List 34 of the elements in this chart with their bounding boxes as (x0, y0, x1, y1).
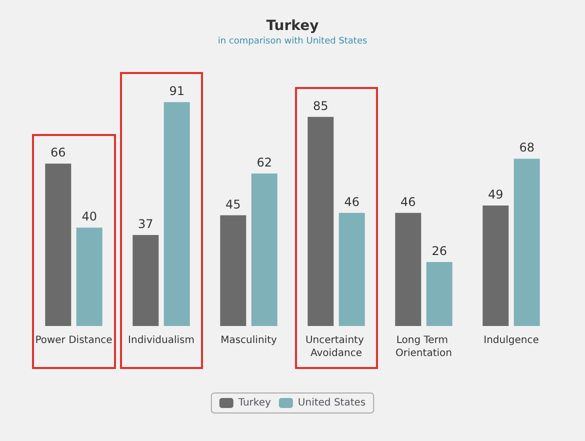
data-label: 91 (169, 84, 184, 98)
bar (132, 234, 159, 326)
bar (308, 116, 334, 326)
x-tick-label: Long Term Orientation (396, 335, 452, 359)
data-label: 26 (432, 244, 447, 258)
bar (45, 164, 72, 326)
data-label: 85 (313, 98, 328, 113)
chart-title: Turkey (266, 18, 319, 34)
x-tick-label: Individualism (128, 335, 194, 346)
data-label: 40 (82, 210, 97, 224)
bar (338, 212, 365, 326)
x-tick-label: Indulgence (484, 335, 539, 346)
data-label: 46 (400, 194, 416, 209)
bar (514, 158, 540, 326)
bar (482, 205, 509, 326)
bar (395, 212, 422, 326)
data-label: 68 (519, 140, 534, 155)
x-tick-label: Power Distance (35, 335, 112, 346)
bar (426, 262, 452, 326)
x-tick-label: Uncertainty Avoidance (305, 335, 368, 359)
data-label: 66 (50, 146, 66, 160)
data-label: 62 (256, 155, 272, 170)
legend-label: Turkey (237, 398, 271, 408)
bar (76, 228, 102, 326)
data-label: 45 (226, 197, 241, 212)
x-tick-label: Masculinity (220, 335, 277, 346)
bar (220, 215, 246, 326)
data-label: 37 (138, 216, 154, 231)
data-label: 46 (344, 194, 360, 209)
chart-subtitle: in comparison with United States (218, 36, 368, 46)
legend-label: United States (298, 398, 366, 408)
bar (164, 102, 190, 326)
data-label: 49 (488, 187, 504, 202)
bar (251, 173, 278, 326)
